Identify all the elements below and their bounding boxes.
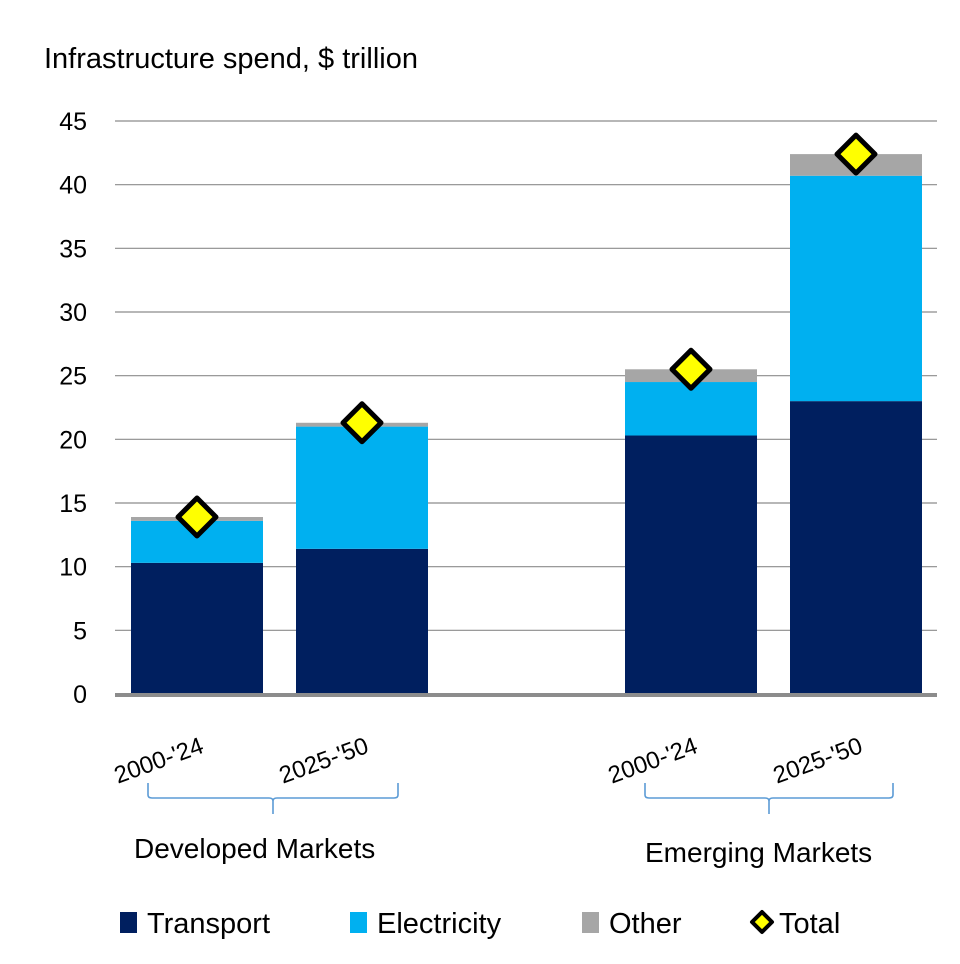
y-tick-label: 40: [59, 172, 87, 200]
bar-electricity: [790, 175, 922, 402]
x-tick-label: 2025-'50: [276, 732, 372, 789]
x-tick-label: 2000-'24: [605, 732, 701, 789]
bar-electricity: [296, 426, 428, 549]
bar-transport: [296, 548, 428, 694]
legend-label: Other: [609, 908, 682, 940]
x-tick-label: 2025-'50: [770, 732, 866, 789]
total-marker: [340, 401, 384, 445]
y-tick-label: 5: [73, 617, 87, 645]
x-axis-ticks: 2000-'24 2025-'50 2000-'24 2025-'50: [111, 732, 866, 789]
legend-swatch: [350, 912, 367, 933]
group-label: Developed Markets: [134, 833, 375, 864]
total-markers: [175, 132, 878, 539]
y-axis-ticks: 0 5 10 15 20 25 30 35 40 45: [59, 108, 87, 709]
legend-transport: Transport: [120, 908, 270, 940]
y-tick-label: 45: [59, 108, 87, 136]
y-tick-label: 25: [59, 363, 87, 391]
bar-transport: [625, 435, 757, 694]
y-tick-label: 15: [59, 490, 87, 518]
y-tick-label: 20: [59, 426, 87, 454]
legend-diamond: [750, 910, 774, 934]
total-marker: [834, 132, 878, 176]
legend-electricity: Electricity: [350, 908, 502, 940]
bar-transport: [131, 562, 263, 694]
bar-transport: [790, 401, 922, 694]
group-label: Emerging Markets: [645, 837, 872, 868]
group-bracket: [147, 783, 399, 814]
total-marker: [669, 347, 713, 391]
legend-other: Other: [582, 908, 682, 940]
group-bracket: [644, 783, 894, 814]
total-marker: [175, 495, 219, 539]
y-tick-label: 30: [59, 299, 87, 327]
bars: [131, 154, 922, 694]
x-tick-label: 2000-'24: [111, 732, 207, 789]
y-tick-label: 10: [59, 554, 87, 582]
legend-total: Total: [750, 908, 840, 940]
legend-swatch: [582, 912, 599, 933]
legend-label: Total: [779, 908, 840, 940]
y-tick-label: 35: [59, 235, 87, 263]
legend-label: Electricity: [377, 908, 502, 940]
bar-electricity: [625, 382, 757, 436]
legend-label: Transport: [147, 908, 270, 940]
y-tick-label: 0: [73, 681, 87, 709]
legend: Transport Electricity Other Total: [120, 908, 840, 940]
legend-swatch: [120, 912, 137, 933]
chart-title: Infrastructure spend, $ trillion: [44, 43, 418, 75]
group-labels: Developed Markets Emerging Markets: [134, 783, 894, 868]
